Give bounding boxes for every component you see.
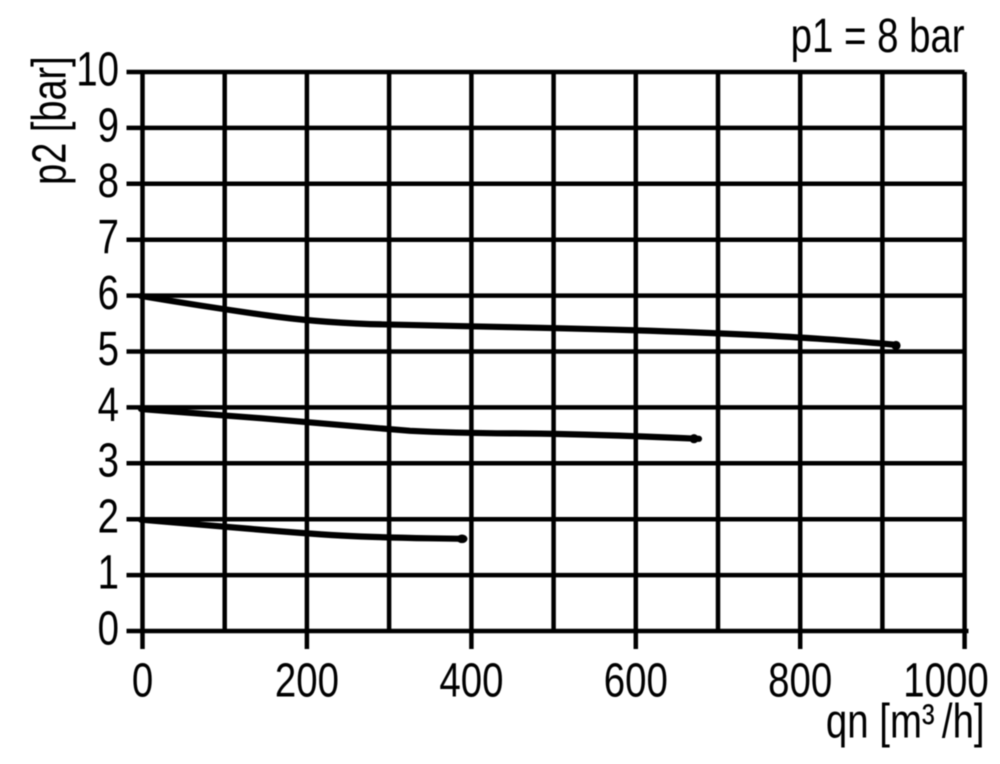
svg-text:p2 [bar]: p2 [bar]	[23, 56, 76, 185]
svg-text:9: 9	[98, 99, 119, 152]
svg-text:10: 10	[76, 43, 119, 96]
svg-text:200: 200	[275, 655, 339, 708]
svg-text:800: 800	[768, 655, 832, 708]
svg-text:1000: 1000	[903, 655, 988, 708]
svg-text:qn [m³/h]: qn [m³/h]	[826, 696, 985, 749]
svg-text:0: 0	[98, 602, 119, 655]
svg-text:p1 = 8 bar: p1 = 8 bar	[791, 10, 965, 63]
svg-text:8: 8	[98, 155, 119, 208]
svg-text:2: 2	[98, 491, 119, 544]
svg-text:6: 6	[98, 267, 119, 320]
svg-text:400: 400	[439, 655, 503, 708]
svg-text:600: 600	[604, 655, 668, 708]
svg-text:1: 1	[98, 547, 119, 600]
svg-text:4: 4	[98, 379, 119, 432]
svg-text:0: 0	[132, 655, 153, 708]
svg-text:3: 3	[98, 435, 119, 488]
svg-text:7: 7	[98, 211, 119, 264]
svg-text:5: 5	[98, 323, 119, 376]
